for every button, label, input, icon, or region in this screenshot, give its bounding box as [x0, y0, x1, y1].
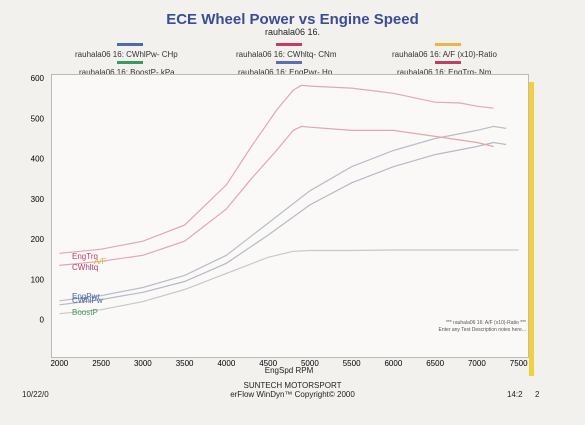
legend-swatch [435, 43, 461, 46]
y-tick-label: 500 [31, 114, 45, 123]
footer-time: 14:2 [507, 390, 523, 399]
chart-title: ECE Wheel Power vs Engine Speed [166, 11, 419, 28]
legend-entry: rauhala06 16: A/F (x10)-Ratio [392, 50, 497, 59]
series-line-engpwr [59, 125, 507, 302]
legend-swatch [435, 61, 461, 64]
series-line-engtrq [59, 84, 494, 254]
y-tick-label: 100 [31, 275, 45, 284]
x-tick-label: 2500 [92, 359, 110, 368]
y-tick-label: 300 [31, 195, 45, 204]
x-tick-label: 6500 [426, 359, 444, 368]
x-tick-label: 4500 [259, 359, 277, 368]
x-tick-label: 3000 [134, 359, 152, 368]
series-label: EngTrq [72, 252, 98, 261]
x-tick-label: 7000 [468, 359, 486, 368]
series-line-cwhlpw [59, 141, 507, 306]
footer-page: 2 [535, 390, 540, 399]
x-tick-label: 6000 [384, 359, 402, 368]
legend-entry: rauhala06 16: CWhltq- CNm [236, 50, 337, 59]
legend-entry: rauhala06 16: EngTrq- Nm [397, 68, 492, 77]
chart-subtitle: rauhala06 16. [264, 27, 321, 37]
series-label: CWhltq [72, 263, 98, 272]
footer-software: erFlow WinDyn™ Copyright© 2000 [230, 390, 355, 399]
series-label: A/F [94, 257, 107, 266]
legend-swatch [276, 43, 302, 46]
x-tick-label: 2000 [50, 359, 68, 368]
plot-shadow [529, 82, 534, 376]
series-label: EngPwr [72, 292, 100, 301]
x-tick-label: 4000 [217, 359, 235, 368]
series-label: BoostP [72, 308, 98, 317]
series-line-cwhltq [59, 125, 494, 266]
legend-swatch [117, 61, 143, 64]
y-tick-label: 400 [31, 155, 45, 164]
plot-area [51, 74, 529, 358]
y-tick-label: 600 [31, 74, 45, 83]
y-tick-label: 0 [40, 316, 45, 325]
legend-entry: rauhala06 16: BoostP- kPa [79, 68, 175, 77]
legend-swatch [276, 61, 302, 64]
x-tick-label: 5500 [343, 359, 361, 368]
x-tick-label: 5000 [301, 359, 319, 368]
legend-entry: rauhala06 16: EngPwr- Hp [238, 68, 333, 77]
series-line-boostp [59, 249, 519, 315]
legend-entry: rauhala06 16: CWhlPw- CHp [75, 50, 178, 59]
footer-company: SUNTECH MOTORSPORT [243, 381, 342, 390]
legend-swatch [117, 43, 143, 46]
footer-date: 10/22/0 [22, 390, 49, 399]
x-tick-label: 7500 [510, 359, 528, 368]
x-axis-label: EngSpd RPM [265, 366, 314, 375]
annotation-line-2: Enter any Test Description notes here... [438, 327, 526, 333]
annotation-line-1: *** rauhala06 16: A/F (x10)-Ratio *** [445, 320, 526, 326]
x-tick-label: 3500 [176, 359, 194, 368]
series-label: CWhlPw [72, 296, 103, 305]
y-tick-label: 200 [31, 235, 45, 244]
